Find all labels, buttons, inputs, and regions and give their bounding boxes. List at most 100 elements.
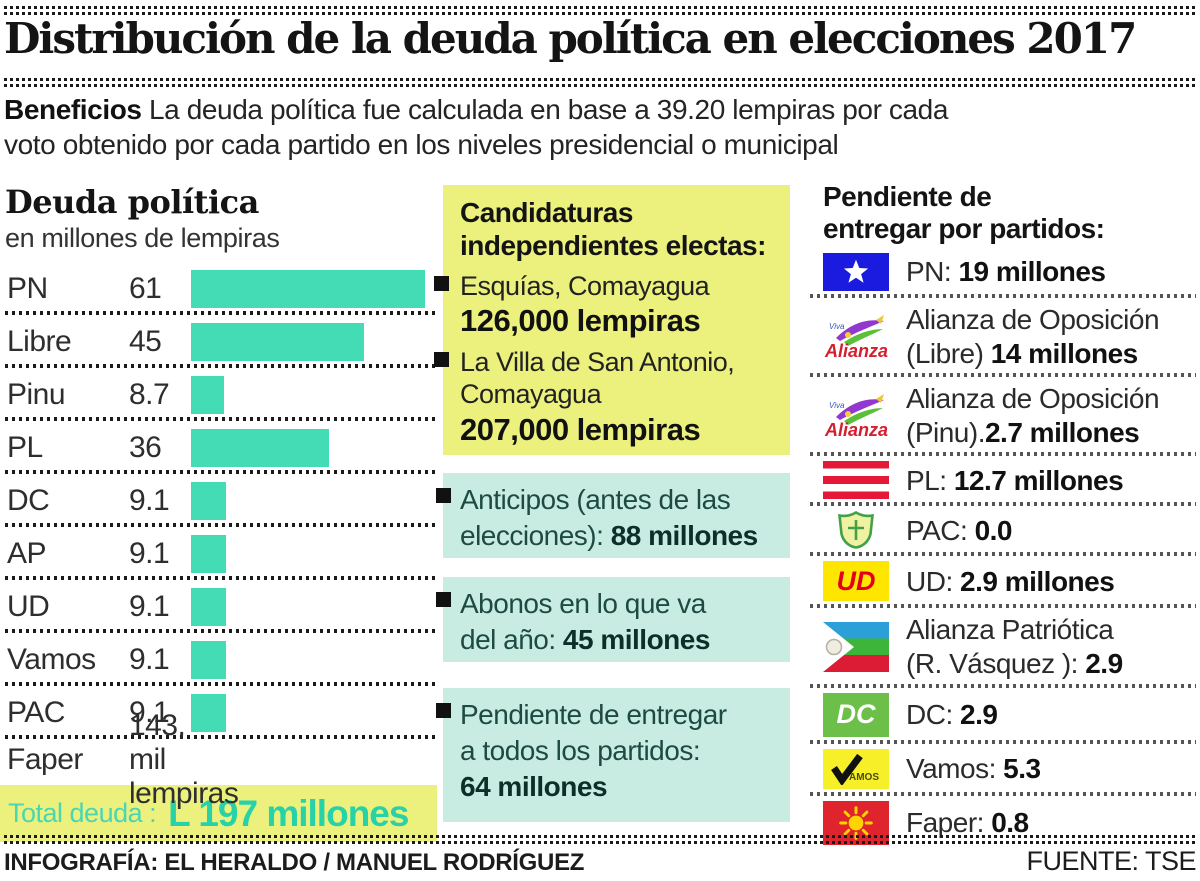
pending-title: Pendiente de entregar por partidos: <box>823 181 1105 245</box>
party-label: Vamos <box>7 642 96 676</box>
bottom-border <box>4 835 1196 844</box>
title-underline <box>4 78 1196 87</box>
independent-item: La Villa de San Antonio, Comayagua 207,0… <box>434 346 782 448</box>
debt-value: 45 <box>129 324 162 358</box>
debt-value: 9.1 <box>129 536 170 570</box>
svg-text:AMOS: AMOS <box>849 772 879 783</box>
party-pending-text: DC: 2.9 <box>906 698 998 732</box>
party-pending-value: 14 millones <box>990 337 1139 369</box>
chart-row: Faper 143, mil lempiras <box>5 709 437 810</box>
abonos-value: 45 millones <box>562 623 711 655</box>
party-pending-label: Faper: <box>906 806 992 838</box>
chart-rows: PN 61 Libre 45 Pinu 8.7 PL 36 DC 9.1 AP 9.1 UD 9.1 Vam… <box>5 262 437 810</box>
party-pending-label: Alianza Patriótica (R. Vásquez ): <box>906 614 1114 679</box>
debt-value: 36 <box>129 430 162 464</box>
party-pending-label: Alianza de Oposición (Libre) <box>906 303 1160 369</box>
independents-title: Candidaturas independientes electas: <box>460 197 766 261</box>
party-pending-label: DC: <box>906 698 960 730</box>
party-pending-value: 2.9 millones <box>960 565 1115 597</box>
anticipos-text: Anticipos (antes de las elecciones): <box>460 484 731 551</box>
intro-lead: Beneficios <box>4 94 142 125</box>
party-label: PAC <box>7 695 65 729</box>
party-pending-label: Vamos: <box>906 752 1004 784</box>
bullet-icon <box>434 351 449 367</box>
party-row: UD UD: 2.9 millones <box>810 556 1196 609</box>
party-pending-value: 5.3 <box>1003 752 1041 784</box>
independent-place: Esquías, Comayagua <box>460 270 710 301</box>
top-border <box>4 6 1196 15</box>
party-pending-text: Vamos: 5.3 <box>906 752 1041 786</box>
intro-text: Beneficios La deuda política fue calcula… <box>4 92 1196 163</box>
debt-value: 9.1 <box>129 642 170 676</box>
anticipos-value: 88 millones <box>610 519 759 551</box>
party-pending-text: PL: 12.7 millones <box>906 464 1124 498</box>
party-pending-value: 0.0 <box>974 514 1013 546</box>
debt-value: 9.1 <box>129 695 170 729</box>
party-pending-text: Alianza Patriótica (R. Vásquez ): 2.9 <box>906 613 1123 680</box>
party-row: PL: 12.7 millones <box>810 456 1196 507</box>
chart-row: UD 9.1 <box>5 580 437 633</box>
party-row: PN: 19 millones <box>810 248 1196 298</box>
chart-row: AP 9.1 <box>5 527 437 580</box>
party-pending-value: 12.7 millones <box>953 464 1124 496</box>
svg-text:Alianza: Alianza <box>824 420 888 439</box>
chart-row: Libre 45 <box>5 315 437 368</box>
party-pending-value: 2.9 <box>960 698 998 730</box>
bullet-icon <box>436 592 451 607</box>
debt-bar <box>191 322 364 361</box>
party-rows: PN: 19 millones Viva Alianza Alianza de Opo… <box>810 248 1196 852</box>
party-pending-value: 2.7 millones <box>984 416 1140 448</box>
page-title: Distribución de la deuda política en ele… <box>4 14 1137 63</box>
party-label: PN <box>7 271 48 305</box>
chart-row: PL 36 <box>5 421 437 474</box>
party-label: AP <box>7 536 47 570</box>
party-row: Alianza Patriótica (R. Vásquez ): 2.9 <box>810 608 1196 688</box>
party-label: UD <box>7 589 50 623</box>
debt-bar <box>191 428 329 467</box>
debt-value: 143, mil lempiras <box>129 709 239 810</box>
party-row: Viva Alianza Alianza de Oposición (Libre) … <box>810 298 1196 378</box>
highlights-section: Candidaturas independientes electas: Esq… <box>434 185 790 822</box>
party-pending-value: 19 millones <box>958 256 1106 288</box>
party-pending-label: PAC: <box>906 514 975 546</box>
pac-flag <box>823 511 889 550</box>
debt-bar <box>191 375 224 414</box>
party-label: Pinu <box>7 377 66 411</box>
party-pending-text: PN: 19 millones <box>906 255 1106 289</box>
pending-by-party-section: Pendiente de entregar por partidos: PN: … <box>810 181 1196 852</box>
chart-row: DC 9.1 <box>5 474 437 527</box>
party-row: PAC: 0.0 <box>810 506 1196 557</box>
debt-value: 8.7 <box>129 377 170 411</box>
debt-bar <box>191 587 226 626</box>
footer: INFOGRAFÍA: EL HERALDO / MANUEL RODRÍGUE… <box>4 846 1196 877</box>
bullet-icon <box>436 703 451 718</box>
dc-flag: DC <box>823 692 889 737</box>
party-pending-text: Alianza de Oposición (Libre) 14 millones <box>906 303 1160 370</box>
party-row: Viva Alianza Alianza de Oposición (Pinu).2… <box>810 377 1196 457</box>
intro-body: La deuda política fue calculada en base … <box>4 94 949 161</box>
chart-subtitle: en millones de lempiras <box>5 223 280 253</box>
bullet-icon <box>434 275 449 291</box>
independent-place: La Villa de San Antonio, Comayagua <box>460 346 735 410</box>
debt-bar <box>191 640 226 679</box>
abonos-text: Abonos en lo que va del año: <box>460 588 706 655</box>
pl-flag <box>823 461 889 500</box>
alianza-flag: Viva Alianza <box>823 312 889 361</box>
debt-value: 9.1 <box>129 589 170 623</box>
party-pending-label: PN: <box>906 256 959 288</box>
independent-candidacies-box: Candidaturas independientes electas: Esq… <box>434 185 790 455</box>
debt-bar <box>191 481 226 520</box>
pendiente-total-box: Pendiente de entregar a todos los partid… <box>436 688 790 822</box>
debt-bar <box>191 269 425 308</box>
svg-text:Alianza: Alianza <box>824 341 888 360</box>
chart-title: Deuda política <box>5 183 259 221</box>
independent-amount: 126,000 lempiras <box>460 302 701 338</box>
party-pending-value: 2.9 <box>1085 647 1123 679</box>
source-credit: FUENTE: TSE <box>1026 846 1196 876</box>
debt-bar <box>191 693 226 732</box>
party-label: Libre <box>7 324 72 358</box>
debt-bar <box>191 534 226 573</box>
party-label: DC <box>7 483 50 517</box>
debt-value: 61 <box>129 271 162 305</box>
